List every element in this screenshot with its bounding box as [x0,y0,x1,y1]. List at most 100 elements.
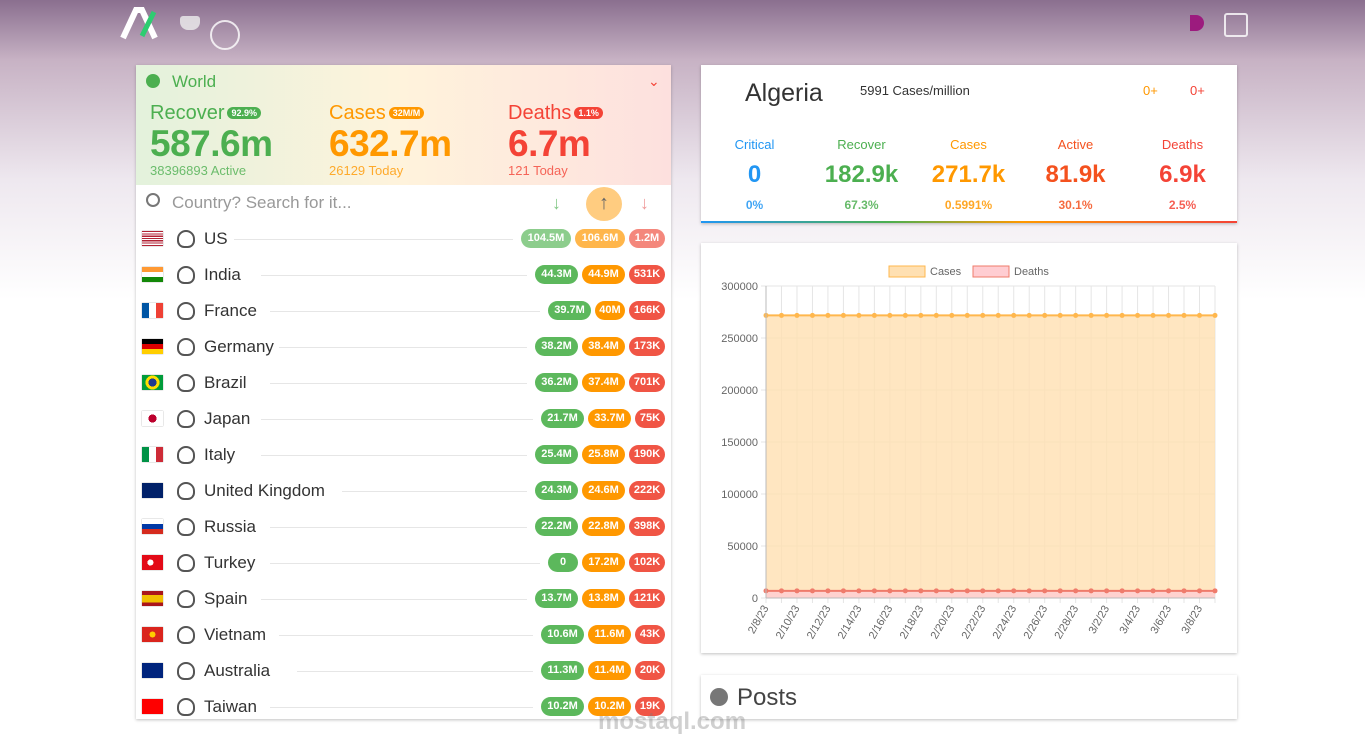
row-rule [270,563,540,564]
nav-icon[interactable] [180,16,200,30]
data-point [949,312,955,318]
y-tick-label: 50000 [727,541,758,553]
data-point [1088,312,1094,318]
data-point [1135,312,1141,318]
collapse-toggle[interactable]: ⌄ [648,73,660,89]
skull-icon [177,482,195,500]
country-row[interactable]: United Kingdom 222K 24.6M 24.3M [136,473,671,509]
cases-per-million: 5991 Cases/million [860,83,970,98]
row-rule [270,707,533,708]
row-rule [234,239,513,240]
skull-icon [177,302,195,320]
stat-label: Deaths [1161,137,1204,152]
data-point [980,588,986,594]
data-point [871,312,877,318]
data-point [1166,312,1172,318]
count-pill: 38.2M [535,337,578,356]
sort-cases[interactable]: ↑ [586,187,622,221]
x-tick-label: 2/8/23 [746,604,772,636]
count-pill: 33.7M [588,409,631,428]
search-input[interactable]: Country? Search for it... [172,193,352,212]
toggle[interactable]: 0+ [1143,83,1158,98]
row-rule [261,599,527,600]
flag [142,267,163,282]
data-point [1104,588,1110,594]
country-row[interactable]: Australia 20K 11.4M 11.3M [136,653,671,689]
world-header [136,65,671,185]
country-row[interactable]: Japan 75K 33.7M 21.7M [136,401,671,437]
country-row[interactable]: France 166K 40M 39.7M [136,293,671,329]
logo[interactable] [120,6,160,40]
data-point [1057,312,1063,318]
x-tick-label: 2/18/23 [898,604,927,642]
stat-percent: 30.1% [1058,198,1093,212]
nav-icon[interactable] [210,20,240,50]
count-pill: 531K [629,265,665,284]
posts-icon [710,688,728,706]
series-area [766,315,1215,598]
x-tick-label: 2/26/23 [1022,604,1051,642]
count-pill: 10.6M [541,625,584,644]
x-tick-label: 2/12/23 [805,604,834,642]
count-pill: 20K [635,661,665,680]
country-row[interactable]: Brazil 701K 37.4M 36.2M [136,365,671,401]
country-name: Spain [204,589,248,608]
country-name: Italy [204,445,236,464]
flag [142,411,163,426]
stat-sub: 121 Today [508,163,568,178]
y-tick-label: 250000 [721,333,758,345]
data-point [778,588,784,594]
country-row[interactable]: Russia 398K 22.8M 22.2M [136,509,671,545]
theme-toggle[interactable] [1190,15,1204,31]
data-point [902,588,908,594]
count-pill: 11.3M [541,661,584,680]
series-area [766,590,1215,598]
country-name: Brazil [204,373,247,392]
country-row[interactable]: Italy 190K 25.8M 25.4M [136,437,671,473]
count-pill: 21.7M [541,409,584,428]
country-row[interactable]: Vietnam 43K 11.6M 10.6M [136,617,671,653]
count-pill: 39.7M [548,301,591,320]
data-point [778,312,784,318]
country-name: Australia [204,661,271,680]
x-tick-label: 3/2/23 [1087,604,1113,636]
count-pill: 17.2M [582,553,625,572]
count-pill: 190K [629,445,665,464]
row-rule [270,311,540,312]
stat-label-wrap: Recover 92.9% [150,102,262,125]
country-name: Germany [204,337,274,356]
country-row[interactable]: Spain 121K 13.8M 13.7M [136,581,671,617]
country-row[interactable]: India 531K 44.9M 44.3M [136,257,671,293]
watermark: mostaql.com [598,708,747,735]
flag [142,699,163,714]
country-row[interactable]: US 1.2M 106.6M 104.5M [136,221,671,257]
flag [142,519,163,534]
skull-icon [177,266,195,284]
x-tick-label: 2/20/23 [929,604,958,642]
data-point [809,588,815,594]
world-label: World [172,72,217,91]
country-name: Japan [204,409,251,428]
stat-sub: 38396893 Active [150,163,247,178]
country-row[interactable]: Taiwan 19K 10.2M 10.2M [136,689,671,719]
country-name: Vietnam [204,625,267,644]
skull-icon [177,338,195,356]
x-tick-label: 2/28/23 [1053,604,1082,642]
toggle[interactable]: 0+ [1190,83,1205,98]
data-point [1042,312,1048,318]
skull-icon [177,662,195,680]
stat-badge: 32M/M [388,107,425,119]
count-pill: 19K [635,697,665,716]
data-point [964,588,970,594]
country-row[interactable]: Turkey 102K 17.2M 0 [136,545,671,581]
country-row[interactable]: Germany 173K 38.4M 38.2M [136,329,671,365]
count-pill: 38.4M [582,337,625,356]
sort-deaths[interactable]: ↓ [640,193,649,213]
flag [142,483,163,498]
data-point [1212,588,1218,594]
count-pill: 25.8M [582,445,625,464]
sort-recover[interactable]: ↓ [552,193,561,213]
data-point [825,588,831,594]
language-button[interactable] [1224,13,1248,37]
chart: 0 50000 100000 150000 200000 250000 300000 2/8/… [721,265,1218,642]
